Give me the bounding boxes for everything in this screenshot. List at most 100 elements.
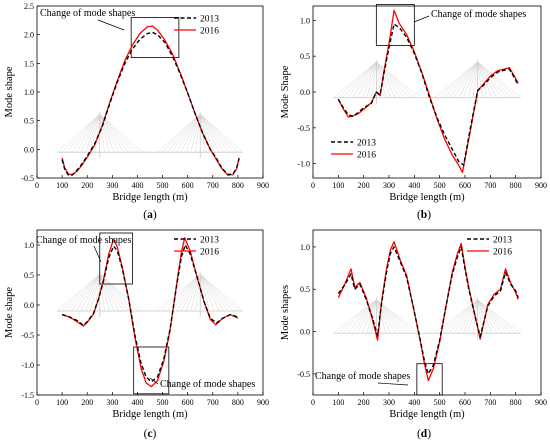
bridge-cable (200, 113, 234, 153)
bridge-cable (477, 61, 512, 98)
bridge-cable (171, 273, 201, 312)
bridge-cable (200, 113, 225, 153)
y-tick-label: 1.0 (300, 243, 310, 252)
annotation-text: Change of mode shapes (36, 235, 131, 246)
series-2013-line (337, 246, 519, 375)
x-tick-label: 700 (484, 181, 496, 190)
bridge-cable (333, 61, 377, 98)
x-tick-label: 900 (257, 398, 269, 407)
bridge-cable (199, 113, 220, 153)
bridge-cable (195, 114, 201, 153)
x-tick-label: 100 (56, 398, 68, 407)
annotation-text: Change of mode shapes (40, 8, 135, 19)
bridge-cable (200, 113, 229, 153)
y-tick-label: 1.0 (300, 16, 310, 25)
bridge-cable (337, 61, 377, 98)
x-axis-label: Bridge length (m) (389, 192, 465, 203)
bridge-cable (347, 299, 377, 334)
bridge-cable (99, 273, 110, 312)
bridge-cable (166, 273, 201, 312)
legend-label-2016: 2016 (200, 27, 219, 37)
legend: 2013 2016 (467, 236, 512, 258)
x-tick-label: 200 (358, 398, 370, 407)
x-tick-label: 400 (408, 181, 420, 190)
legend-label-2013: 2013 (493, 236, 512, 246)
highlight-box (133, 346, 170, 395)
bridge-cable (376, 61, 391, 98)
y-tick-label: 1.0 (24, 241, 34, 250)
x-tick-label: 600 (182, 398, 194, 407)
panel-c: 0 100 200 300 400 500 600 700 800 900 -1.5 -1.0 -0.5… (4, 229, 269, 440)
x-tick-label: 900 (535, 398, 547, 407)
legend-label-2016: 2016 (493, 248, 512, 258)
bridge-cable (352, 61, 377, 98)
bridge-cable (477, 61, 502, 98)
bridge-cable (176, 113, 201, 153)
y-tick-label: 0.0 (24, 145, 34, 154)
bridge-cable (56, 273, 100, 312)
y-tick-label: -0.5 (21, 331, 34, 340)
bridge-cable (439, 299, 478, 334)
annotation-leader (413, 15, 430, 23)
bridge-cable (467, 299, 478, 334)
bridge-cable (371, 299, 377, 334)
bridge-cable (352, 299, 377, 334)
bridge-cable (99, 113, 134, 153)
y-tick-label: 2.0 (24, 31, 34, 40)
bridge-cable (477, 61, 493, 98)
bridge-cable (190, 114, 201, 153)
bridge-cable (80, 113, 101, 153)
bridge-cable (99, 114, 105, 153)
legend: 2013 2016 (174, 15, 219, 37)
y-tick-label: 0.0 (300, 88, 310, 97)
x-tick-label: 600 (459, 398, 471, 407)
bridge-cable (342, 61, 377, 98)
bridge-cable (162, 113, 201, 153)
x-tick-label: 600 (459, 181, 471, 190)
bridge-cable (199, 273, 206, 312)
series-2016-line (337, 241, 519, 382)
x-tick-label: 100 (56, 181, 68, 190)
y-tick-label: -0.5 (21, 174, 34, 183)
series-2016-line (61, 237, 239, 388)
highlight-box (130, 17, 180, 59)
plot-frame (36, 229, 264, 396)
y-tick-label: 0.5 (24, 271, 34, 280)
bridge-cable (99, 273, 105, 312)
bridge-cable (356, 61, 377, 98)
bridge-cable (463, 299, 478, 334)
bridge-cable (200, 273, 229, 312)
x-axis-label: Bridge length (m) (112, 192, 188, 203)
bridge-cable (342, 299, 377, 334)
bridge-cable (453, 299, 478, 334)
bridge-cable (463, 61, 478, 98)
y-tick-label: -1.5 (21, 391, 34, 400)
legend-label-2013: 2013 (357, 139, 376, 149)
x-tick-label: 400 (131, 181, 143, 190)
bridge-cable (434, 61, 478, 98)
bridge-cable (99, 114, 110, 153)
legend-label-2013: 2013 (200, 236, 219, 246)
x-tick-label: 300 (383, 181, 395, 190)
bridge-cable (453, 61, 478, 98)
bridge-cable (376, 61, 396, 98)
bridge-cable (439, 61, 478, 98)
y-axis-label: Mode shape (4, 66, 15, 117)
bridge-cable (477, 299, 512, 334)
bridge-cable (200, 273, 244, 312)
bridge-cable (99, 273, 115, 312)
bridge-cable (200, 273, 225, 312)
y-tick-label: 0.5 (300, 52, 310, 61)
bridge-cable (94, 114, 101, 153)
y-tick-label: 1.5 (24, 59, 34, 68)
bridge-cable (61, 113, 100, 153)
bridge-cable (200, 113, 244, 153)
bridge-cable (166, 113, 201, 153)
bridge-cable (477, 299, 498, 334)
bridge-cable (477, 61, 521, 98)
annotation-leader (93, 245, 102, 263)
bridge-cable (61, 273, 100, 312)
bridge-cable (71, 113, 100, 153)
bridge-cable (371, 61, 377, 98)
